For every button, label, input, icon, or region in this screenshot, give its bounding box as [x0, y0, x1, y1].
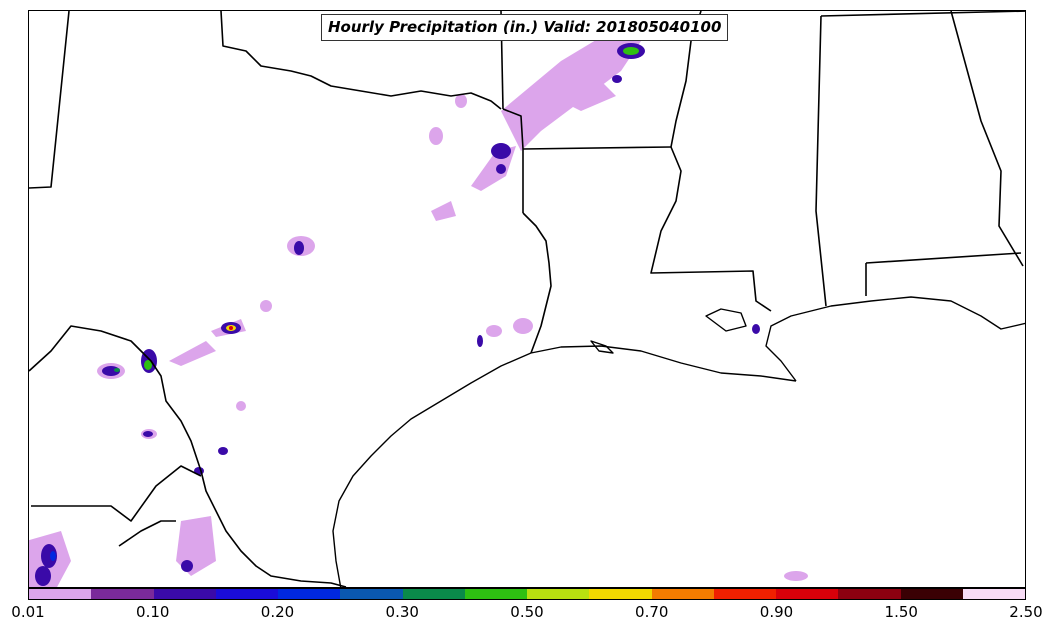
colorbar-segment [962, 589, 1025, 599]
colorbar-tick-label: 0.30 [385, 603, 419, 621]
colorbar-segment [589, 589, 652, 599]
colorbar-segment [402, 589, 465, 599]
colorbar-tick-label: 0.01 [11, 603, 45, 621]
colorbar-tick-label: 0.20 [260, 603, 295, 621]
colorbar-segment [527, 589, 590, 599]
precip-light-areas [29, 31, 808, 587]
colorbar-segment [651, 589, 714, 599]
colorbar-segment [464, 589, 527, 599]
precip-moderate-cores [35, 43, 760, 586]
coastline [332, 296, 1025, 587]
state-boundaries [29, 11, 1025, 587]
colorbar-tick-label: 0.50 [510, 603, 544, 621]
colorbar-tick-label: 0.90 [759, 603, 794, 621]
colorbar-segment [29, 589, 92, 599]
colorbar-segment [340, 589, 403, 599]
colorbar-tick-label: 1.50 [884, 603, 918, 621]
precip-heavy-cores [50, 47, 639, 561]
colorbar-segment [153, 589, 216, 599]
map-canvas [29, 11, 1025, 587]
colorbar-segment [278, 589, 341, 599]
map-panel [28, 10, 1026, 588]
colorbar-segment [900, 589, 963, 599]
colorbar-segment [838, 589, 901, 599]
colorbar-tick-labels: 0.01 0.10 0.20 0.30 0.50 0.70 0.90 1.50 2.50 [0, 603, 1054, 625]
colorbar-segment [713, 589, 776, 599]
colorbar-segment [776, 589, 839, 599]
colorbar-tick-label: 0.10 [136, 603, 170, 621]
map-title: Hourly Precipitation (in.) Valid: 201805… [321, 14, 729, 41]
colorbar-segment [215, 589, 278, 599]
precip-colorbar [28, 588, 1026, 600]
colorbar-segment [91, 589, 154, 599]
colorbar-tick-label: 2.50 [1009, 603, 1043, 621]
colorbar-tick-label: 0.70 [635, 603, 669, 621]
